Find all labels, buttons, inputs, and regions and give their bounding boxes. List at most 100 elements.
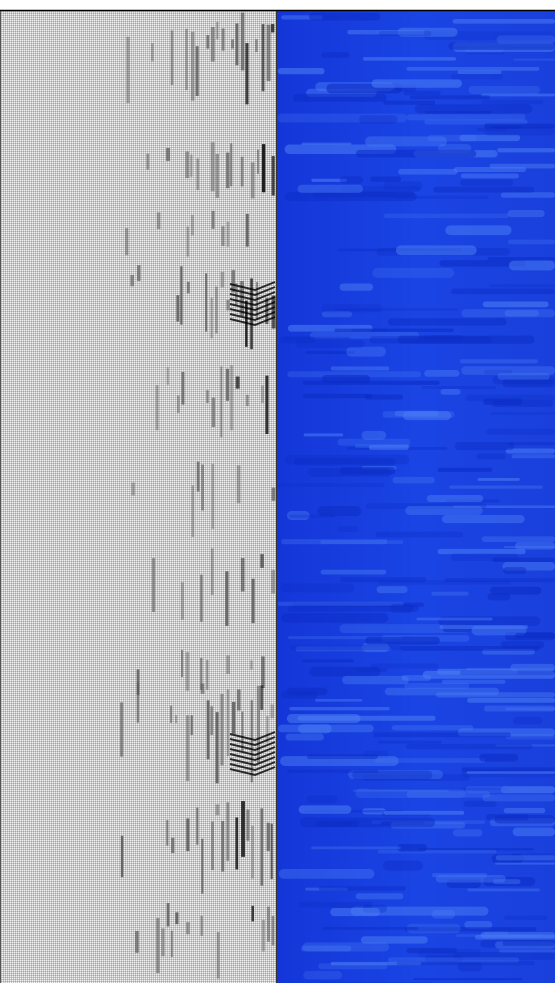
- streak: [392, 476, 435, 484]
- streak: [350, 906, 489, 916]
- wiggle: [170, 705, 173, 723]
- wiggle: [161, 928, 165, 957]
- wiggle: [240, 558, 245, 592]
- wiggle: [191, 485, 195, 537]
- streak: [286, 714, 361, 724]
- wiggle: [221, 226, 225, 247]
- streak: [303, 971, 343, 980]
- wiggle: [190, 214, 194, 236]
- streak: [460, 173, 519, 179]
- wiggle: [210, 142, 215, 192]
- streak: [277, 601, 404, 606]
- streak: [302, 659, 354, 663]
- streak: [446, 879, 481, 888]
- streak: [362, 808, 386, 815]
- wiggle: [240, 156, 244, 187]
- streak: [365, 136, 448, 147]
- wiggle: [210, 297, 213, 339]
- streak: [485, 814, 529, 821]
- wiggle: [215, 804, 220, 816]
- wiggle: [236, 465, 241, 504]
- wiggle: [271, 156, 275, 196]
- streak: [431, 873, 488, 878]
- streak: [279, 336, 316, 344]
- streak: [397, 844, 427, 852]
- streak: [495, 744, 555, 747]
- wiggle: [221, 28, 225, 51]
- wiggle: [260, 808, 264, 886]
- streak: [404, 682, 470, 689]
- wiggle: [180, 266, 183, 325]
- streak: [459, 670, 555, 676]
- streak: [495, 862, 555, 865]
- streak: [321, 304, 383, 313]
- wiggle: [211, 821, 214, 871]
- streak: [459, 134, 521, 142]
- streak: [446, 499, 500, 503]
- streak: [468, 85, 541, 95]
- streak: [504, 915, 548, 921]
- streak: [441, 515, 525, 524]
- streak: [492, 557, 555, 562]
- streak: [351, 328, 388, 332]
- wiggle: [176, 395, 180, 413]
- streak: [308, 12, 381, 21]
- wiggle: [211, 210, 215, 229]
- streak: [284, 454, 410, 465]
- streak: [497, 148, 555, 153]
- streak: [439, 624, 529, 629]
- streak: [362, 774, 470, 782]
- wiggle: [166, 903, 170, 927]
- streak: [289, 707, 390, 711]
- streak: [383, 213, 510, 219]
- streak: [453, 505, 555, 508]
- streak: [499, 949, 555, 953]
- streak: [337, 526, 359, 532]
- wiggle: [210, 26, 215, 62]
- streak: [334, 308, 459, 311]
- streak: [508, 442, 555, 446]
- streak: [362, 642, 389, 653]
- streak: [369, 336, 492, 344]
- streak: [424, 119, 528, 125]
- streak: [377, 849, 497, 854]
- streak: [376, 586, 408, 594]
- streak: [292, 93, 387, 102]
- wiggle: [265, 375, 269, 434]
- streak: [393, 195, 489, 199]
- streak: [374, 758, 486, 763]
- streak: [463, 800, 497, 807]
- streak: [425, 955, 464, 964]
- wiggle: [156, 212, 161, 230]
- streak: [306, 754, 378, 759]
- streak: [302, 380, 440, 385]
- streak: [303, 433, 344, 437]
- streak: [445, 225, 512, 236]
- streak: [309, 666, 381, 677]
- streak: [330, 908, 380, 917]
- streak: [491, 854, 524, 864]
- wiggle: [225, 368, 230, 401]
- streak: [459, 359, 538, 364]
- wiggle: [176, 295, 180, 322]
- streak: [368, 445, 409, 450]
- wiggle: [266, 822, 270, 852]
- event: [229, 751, 276, 762]
- streak: [305, 887, 348, 891]
- wiggle: [235, 376, 240, 389]
- wiggle: [271, 915, 275, 946]
- wiggle: [266, 716, 269, 743]
- streak: [287, 604, 419, 612]
- wiggle: [125, 228, 129, 256]
- streak: [505, 448, 555, 454]
- streak: [365, 636, 440, 645]
- wiggle: [250, 700, 253, 783]
- streak: [339, 467, 396, 475]
- wiggle: [220, 271, 225, 288]
- streak: [427, 134, 477, 142]
- streak: [426, 495, 484, 503]
- wiggle: [235, 817, 239, 870]
- wiggle: [156, 918, 160, 974]
- streak: [484, 369, 513, 375]
- streak: [372, 267, 455, 278]
